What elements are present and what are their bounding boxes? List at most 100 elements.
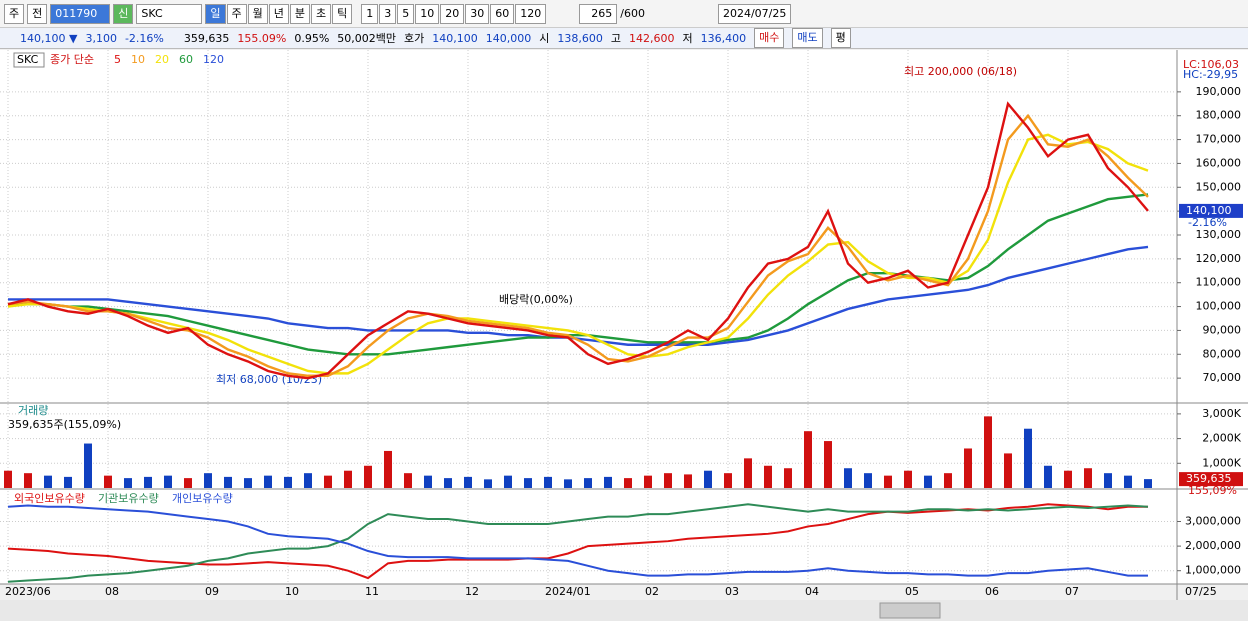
interval-button[interactable]: 120	[515, 3, 547, 24]
market-select[interactable]: 주	[4, 3, 25, 24]
badge: 신	[113, 3, 134, 24]
volume-bar	[384, 450, 392, 488]
volume-bar	[764, 465, 772, 488]
period-button[interactable]: 년	[268, 3, 289, 24]
volume-bar	[4, 470, 12, 488]
volume-bar	[164, 475, 172, 488]
y-tick-label: 170,000	[1196, 133, 1242, 146]
x-tick-label: 2024/01	[545, 585, 591, 598]
legend-item: 120	[203, 53, 224, 66]
scrollbar[interactable]	[0, 600, 1248, 621]
low: 136,400	[700, 31, 747, 45]
volume-bar	[624, 478, 632, 488]
volume-bar	[1104, 473, 1112, 488]
y-tick-label: 3,000K	[1202, 407, 1241, 420]
period-button[interactable]: 분	[289, 3, 310, 24]
legend-item: 외국인보유수량	[14, 492, 85, 505]
volume-bar	[944, 473, 952, 488]
volume-bar	[1084, 468, 1092, 488]
interval-button[interactable]: 3	[379, 3, 397, 24]
count-input[interactable]: 265	[579, 3, 618, 24]
code-input[interactable]: 011790	[50, 3, 111, 24]
volume-bar	[1044, 465, 1052, 488]
period-button[interactable]: 주	[226, 3, 247, 24]
legend-box	[13, 52, 45, 68]
interval-button[interactable]: 30	[465, 3, 490, 24]
volume-bar	[244, 478, 252, 488]
volume-bar	[884, 475, 892, 488]
y-tick-label: 190,000	[1196, 85, 1242, 98]
volume-bar	[144, 476, 152, 488]
volume-subtitle: 359,635주(155,09%)	[8, 418, 121, 431]
period-button[interactable]: 일	[205, 3, 226, 24]
y-tick-label: 3,000,000	[1185, 515, 1241, 528]
buy-button[interactable]: 매수	[754, 28, 785, 48]
interval-group: 1 3 5 10 20 30 60 120	[361, 3, 547, 24]
legend-symbol: SKC	[17, 53, 39, 66]
volume-bar	[84, 443, 92, 488]
chart: LC:106,03 HC:-29,95 최고 200,000 (06/18) 최…	[0, 50, 1248, 621]
volume-bar	[844, 468, 852, 488]
turnover: 0.95%	[294, 31, 330, 45]
y-tick-label: 160,000	[1196, 156, 1242, 169]
stock-name: SKC	[136, 3, 203, 24]
volume-bar	[124, 478, 132, 488]
volume-bar	[64, 476, 72, 488]
volume-bar	[1124, 475, 1132, 488]
last-volume-pct: 155,09%	[1188, 484, 1237, 497]
last-price-label: 140,100	[1186, 204, 1232, 217]
axis-bg	[1177, 50, 1248, 584]
avg-button[interactable]: 평	[830, 28, 851, 48]
interval-button[interactable]: 10	[415, 3, 440, 24]
date-input[interactable]: 2024/07/25	[717, 3, 792, 24]
volume-bar	[864, 473, 872, 488]
volume-bar	[604, 476, 612, 488]
legend-item: 10	[131, 53, 145, 66]
y-tick-label: 100,000	[1196, 300, 1242, 313]
volume-bar	[204, 473, 212, 488]
series-line	[7, 504, 1148, 577]
volume-bar	[564, 479, 572, 488]
period-button[interactable]: 초	[311, 3, 332, 24]
volume-bar	[644, 475, 652, 488]
x-tick-label: 2023/06	[5, 585, 51, 598]
x-end-label: 07/25	[1185, 585, 1217, 598]
volume-bar	[824, 441, 832, 488]
interval-button[interactable]: 1	[361, 3, 379, 24]
volume-bar	[744, 458, 752, 488]
legend-item: 20	[155, 53, 169, 66]
y-tick-label: 2,000,000	[1185, 539, 1241, 552]
x-tick-label: 05	[905, 585, 919, 598]
x-tick-label: 12	[465, 585, 479, 598]
interval-button[interactable]: 60	[490, 3, 515, 24]
interval-button[interactable]: 20	[440, 3, 465, 24]
series-line	[7, 133, 1149, 375]
volume-bar	[1024, 428, 1032, 488]
volume-bar	[324, 475, 332, 488]
volume-bar	[484, 479, 492, 488]
volume-bar	[44, 475, 52, 488]
event-annotation: 배당락(0,00%)	[499, 293, 573, 306]
volume-bar	[1064, 470, 1072, 488]
lc-label: LC:106,03	[1183, 58, 1239, 71]
series-line	[7, 101, 1149, 380]
legend-title: 종가 단순	[50, 53, 94, 66]
volume-pct: 155.09%	[237, 31, 287, 45]
last-volume-label: 359,635	[1186, 472, 1232, 485]
volume: 359,635	[183, 31, 230, 45]
volume-bar	[784, 468, 792, 488]
last-volume-box	[1179, 472, 1243, 487]
interval-button[interactable]: 5	[397, 3, 415, 24]
price: 140,100 ▼	[20, 31, 78, 45]
period-button[interactable]: 월	[247, 3, 268, 24]
prev-button[interactable]: 전	[27, 3, 48, 24]
volume-bar	[344, 470, 352, 488]
volume-bar	[1144, 479, 1152, 488]
volume-bar	[264, 475, 272, 488]
volume-bar	[964, 448, 972, 488]
y-tick-label: 110,000	[1196, 276, 1242, 289]
period-button[interactable]: 틱	[332, 3, 353, 24]
sell-button[interactable]: 매도	[792, 28, 823, 48]
scroll-buttons[interactable]	[879, 602, 941, 619]
